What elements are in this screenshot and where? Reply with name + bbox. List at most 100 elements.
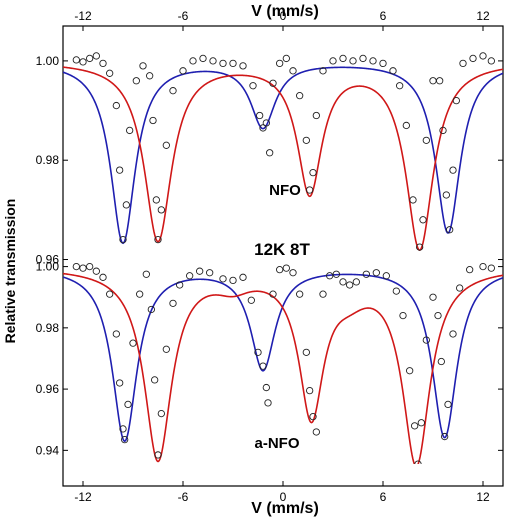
data-point [116,379,124,387]
data-point [466,266,474,274]
data-point [157,206,165,214]
data-point [459,59,467,68]
y-tick-label: 0.94 [36,443,60,457]
x-tick-label-bottom: 0 [280,490,287,504]
data-point [119,425,127,433]
fit-subspectrum-2 [63,272,503,464]
data-point [126,126,134,135]
data-point [266,149,274,157]
data-point [106,69,114,77]
temperature-field-label: 12K 8T [254,240,310,259]
data-point [86,262,94,271]
data-point [276,59,284,68]
data-point [116,166,124,174]
data-point [296,290,304,298]
data-point [99,273,107,281]
panel-label-nfo: NFO [269,182,301,199]
data-point [362,270,370,278]
data-point [206,269,214,277]
data-point [379,59,387,68]
data-point [229,59,237,68]
x-tick-label-top: -12 [74,9,92,23]
data-point [442,191,450,199]
data-point [282,54,290,63]
data-point [417,419,425,427]
data-point [449,166,457,174]
data-point [219,59,227,68]
data-point [239,273,247,281]
data-point [136,290,144,298]
panel-plot-area [63,262,503,464]
data-point [169,87,177,95]
data-point [306,186,314,194]
data-point [92,52,100,60]
data-point [487,57,495,65]
data-point [269,290,277,298]
data-point [411,422,419,430]
data-point [429,77,437,85]
data-point [302,348,310,356]
data-point [249,82,257,90]
data-point [152,196,160,204]
spectrum-panel-2: 0.94 0.96 0.98 1.00 [36,260,503,464]
data-point [189,57,197,65]
data-point [139,62,147,70]
data-point [196,267,204,275]
data-point [289,67,297,75]
data-point [309,168,317,177]
spectrum-panel-1: 0.96 0.98 1.00 [36,52,503,267]
data-point [119,236,127,244]
data-point [437,357,445,366]
data-point [146,72,154,80]
x-tick-label-top: 12 [476,9,490,23]
data-point [72,56,80,64]
data-point [149,116,157,125]
data-point [441,432,449,441]
data-point [402,121,410,130]
y-tick-label: 1.00 [36,260,60,274]
data-point [446,226,454,234]
data-point [199,54,207,63]
x-tick-label-bottom: 6 [380,490,387,504]
data-point [306,386,314,395]
data-point [169,299,177,307]
data-point [162,345,170,353]
data-point [332,270,340,278]
spectra-layer: 0.96 0.98 1.00 0.94 0.96 0.98 1.00 [36,52,503,464]
data-point [456,284,464,292]
x-tick-label-top: 0 [280,9,287,23]
data-point [416,243,424,251]
x-axis-label-top: V (mm/s) [251,3,319,20]
data-point [296,92,304,100]
panel-label-a-nfo: a-NFO [255,435,300,452]
data-point [112,101,120,110]
x-tick-label-top: 6 [380,9,387,23]
data-point [282,264,290,272]
data-point [339,278,347,286]
y-axis-label: Relative transmission [2,199,18,344]
data-point [339,54,347,63]
data-point [122,201,130,209]
data-point [312,428,320,436]
data-point [414,460,422,464]
data-point [86,54,94,63]
data-point [259,124,267,132]
data-point [209,57,217,65]
data-point [392,287,400,295]
data-point [176,281,184,289]
data-point [487,264,495,272]
data-point [124,400,132,409]
data-point [419,216,427,224]
data-point [289,269,297,277]
data-point [349,57,357,65]
data-point [264,399,272,407]
data-point [256,111,264,120]
data-point [157,409,165,418]
panel-plot-area [63,52,503,252]
data-point [154,451,162,459]
data-point [151,376,159,384]
data-point [469,54,477,63]
data-point [79,58,87,66]
data-point [132,77,140,85]
x-axis-label-bottom: V (mm/s) [251,500,319,517]
